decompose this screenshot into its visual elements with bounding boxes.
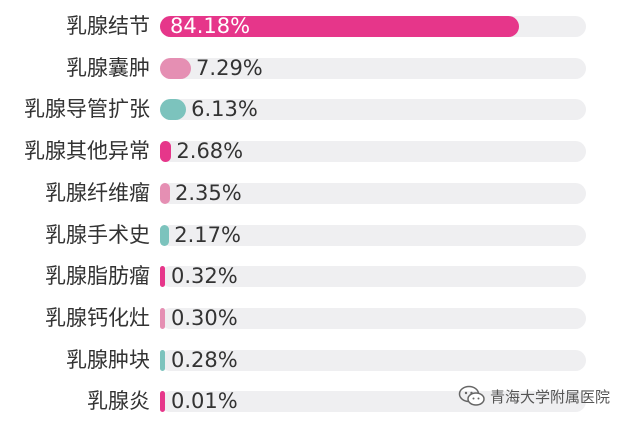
value-label: 0.01% [171,389,238,414]
bar [160,307,165,329]
bar-row: 乳腺钙化灶 0.30% [0,298,622,339]
category-label: 乳腺导管扩张 [24,97,150,122]
category-label: 乳腺手术史 [45,222,150,247]
bar [160,224,170,246]
bar [160,99,187,121]
category-label: 乳腺钙化灶 [45,305,150,330]
watermark-text: 青海大学附属医院 [489,387,610,406]
category-label: 乳腺炎 [87,389,150,414]
value-label: 7.29% [196,55,263,80]
bar [160,16,519,37]
bar-row: 乳腺导管扩张 6.13% [0,89,622,130]
category-label: 乳腺结节 [66,14,150,38]
bar [160,266,165,288]
watermark: 青海大学附属医院 [458,385,610,407]
bar [160,391,165,413]
bar-row: 乳腺肿块 0.28% [0,340,622,381]
bar-track [160,307,586,329]
value-label: 6.13% [191,97,258,122]
bar-row: 乳腺脂肪瘤 0.32% [0,256,622,297]
category-label: 乳腺囊肿 [66,55,150,80]
bar [160,349,165,371]
bar-row: 乳腺纤维瘤 2.35% [0,173,622,214]
bar [160,57,192,79]
bar-track [160,57,586,79]
value-label: 0.32% [171,264,238,289]
bar-track [160,224,586,246]
bar-track [160,349,586,371]
bar [160,182,170,204]
value-label: 2.68% [176,139,244,164]
bar-track [160,141,586,163]
bar-row: 乳腺结节 84.18% [0,6,622,47]
value-label: 2.17% [174,222,241,247]
bar-track [160,182,586,204]
value-label: 0.28% [171,347,238,372]
category-label: 乳腺脂肪瘤 [45,264,150,289]
wechat-icon [458,385,485,406]
bar-track [160,99,586,121]
category-label: 乳腺纤维瘤 [45,180,150,205]
value-label: 0.30% [171,305,238,330]
bar-track [160,266,586,288]
category-label: 乳腺其他异常 [24,139,150,164]
category-label: 乳腺肿块 [66,347,150,372]
bar [160,141,172,163]
value-label: 2.35% [175,180,242,205]
bar-row: 乳腺其他异常 2.68% [0,131,622,172]
value-label: 84.18% [170,14,251,38]
bar-row: 乳腺手术史 2.17% [0,215,622,256]
bar-row: 乳腺囊肿 7.29% [0,48,622,89]
